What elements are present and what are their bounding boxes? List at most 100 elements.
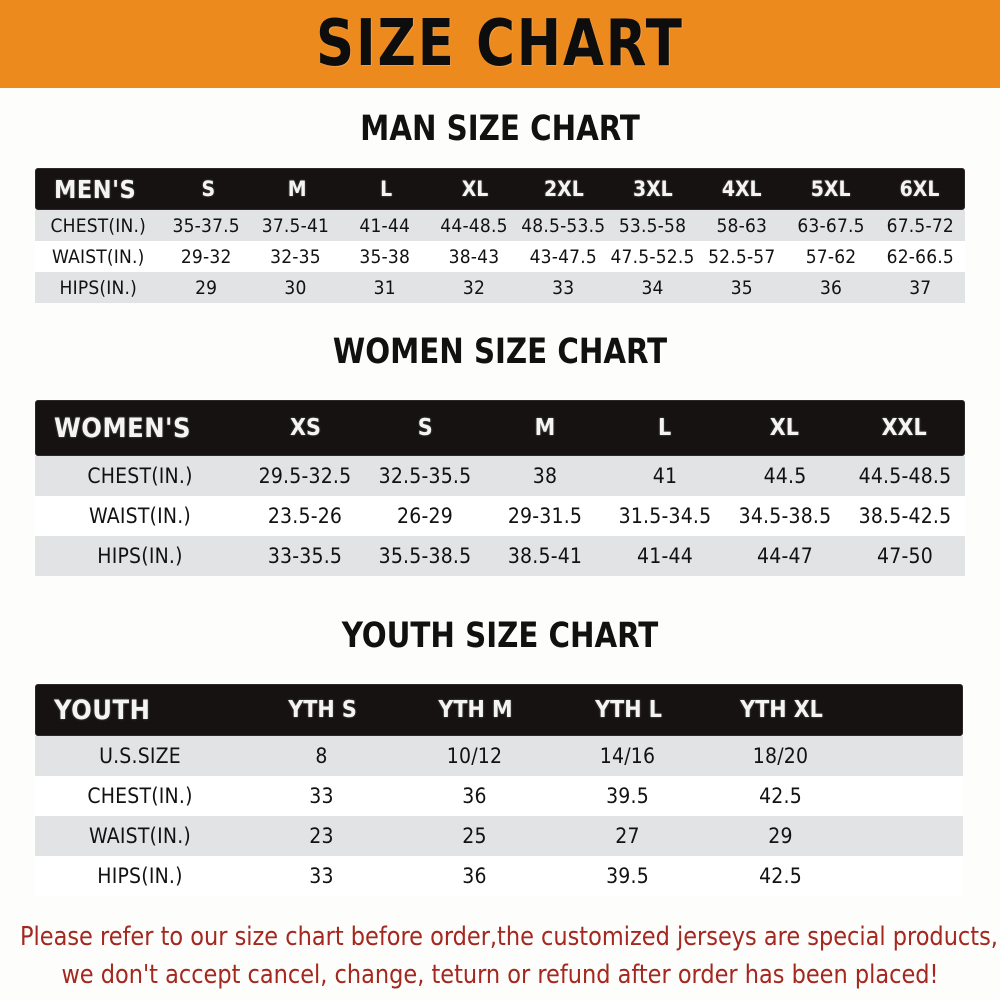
men-size-col-2: L: [380, 177, 393, 201]
table-row: WAIST(IN.) 23 25 27 29: [35, 816, 963, 856]
men-size-col-7: 5XL: [810, 177, 851, 201]
women-row-0-val-5: 44.5-48.5: [858, 464, 952, 488]
table-row: CHEST(IN.) 35-37.5 37.5-41 41-44 44-48.5…: [35, 210, 965, 241]
men-row-2-val-0: 29: [195, 276, 218, 299]
men-row-2-val-5: 34: [641, 276, 664, 299]
page-banner: SIZE CHART: [0, 0, 1000, 88]
youth-row-3-label: HIPS(IN.): [97, 864, 183, 888]
men-row-2-val-4: 33: [552, 276, 575, 299]
men-row-2-label: HIPS(IN.): [59, 276, 137, 299]
men-row-1-label: WAIST(IN.): [52, 245, 145, 268]
men-section-title: MAN SIZE CHART: [360, 109, 640, 149]
table-row: WAIST(IN.) 29-32 32-35 35-38 38-43 43-47…: [35, 241, 965, 272]
women-row-1-val-2: 29-31.5: [507, 504, 583, 528]
women-row-2-val-5: 47-50: [877, 544, 933, 568]
women-size-table: WOMEN'S XS S M L XL XXL CHEST(IN.) 29.5-…: [35, 400, 965, 576]
women-row-1-val-0: 23.5-26: [267, 504, 343, 528]
men-header-label: MEN'S: [54, 174, 137, 204]
table-row: U.S.SIZE 8 10/12 14/16 18/20: [35, 736, 963, 776]
women-header-label: WOMEN'S: [54, 412, 191, 444]
men-row-0-val-8: 67.5-72: [886, 214, 954, 237]
youth-section-title: YOUTH SIZE CHART: [341, 616, 659, 656]
men-row-2-val-7: 36: [819, 276, 843, 299]
youth-table-header-row: YOUTH YTH S YTH M YTH L YTH XL: [35, 684, 963, 736]
youth-row-2-val-3: 29: [768, 824, 793, 848]
youth-row-1-val-1: 36: [462, 784, 487, 808]
youth-row-1-val-0: 33: [309, 784, 334, 808]
men-row-1-val-6: 52.5-57: [708, 245, 776, 268]
men-row-1-val-7: 57-62: [805, 245, 857, 268]
men-size-col-5: 3XL: [632, 177, 673, 201]
order-notice: Please refer to our size chart before or…: [20, 918, 998, 994]
women-row-0-val-4: 44.5: [763, 464, 807, 488]
youth-row-3-val-3: 42.5: [759, 864, 802, 888]
women-row-1-val-3: 31.5-34.5: [618, 504, 712, 528]
women-row-0-val-3: 41: [652, 464, 678, 488]
men-row-0-val-5: 53.5-58: [618, 214, 687, 237]
youth-size-col-2: YTH L: [595, 697, 662, 723]
youth-size-col-3: YTH XL: [740, 697, 823, 723]
men-row-1-val-1: 32-35: [270, 245, 321, 268]
table-row: HIPS(IN.) 33 36 39.5 42.5: [35, 856, 963, 896]
women-row-2-val-1: 35.5-38.5: [378, 544, 472, 568]
men-row-0-label: CHEST(IN.): [50, 214, 147, 237]
order-notice-line-1: Please refer to our size chart before or…: [20, 922, 998, 952]
women-section-title: WOMEN SIZE CHART: [332, 332, 668, 372]
youth-row-2-val-0: 23: [309, 824, 334, 848]
women-row-1-val-5: 38.5-42.5: [858, 504, 952, 528]
men-row-1-val-8: 62-66.5: [886, 245, 954, 268]
youth-size-col-1: YTH M: [438, 697, 513, 723]
youth-row-3-val-0: 33: [309, 864, 334, 888]
women-size-col-3: L: [658, 415, 672, 441]
page-title: SIZE CHART: [316, 7, 684, 81]
men-size-col-4: 2XL: [544, 177, 584, 201]
table-row: HIPS(IN.) 29 30 31 32 33 34 35 36 37: [35, 272, 965, 303]
youth-row-1-val-2: 39.5: [606, 784, 649, 808]
men-size-table: MEN'S S M L XL 2XL 3XL 4XL 5XL 6XL CHEST…: [35, 168, 965, 303]
men-row-1-val-0: 29-32: [180, 245, 232, 268]
table-row: CHEST(IN.) 33 36 39.5 42.5: [35, 776, 963, 816]
men-row-1-val-3: 38-43: [448, 245, 500, 268]
men-row-0-val-7: 63-67.5: [797, 214, 865, 237]
men-row-1-val-4: 43-47.5: [529, 245, 597, 268]
table-row: CHEST(IN.) 29.5-32.5 32.5-35.5 38 41 44.…: [35, 456, 965, 496]
youth-row-0-val-2: 14/16: [599, 744, 656, 768]
men-row-0-val-0: 35-37.5: [172, 214, 240, 237]
women-size-col-1: S: [417, 415, 433, 441]
table-row: HIPS(IN.) 33-35.5 35.5-38.5 38.5-41 41-4…: [35, 536, 965, 576]
youth-row-3-val-1: 36: [462, 864, 487, 888]
youth-row-2-val-1: 25: [462, 824, 487, 848]
men-row-0-val-2: 41-44: [359, 214, 411, 237]
women-row-0-val-1: 32.5-35.5: [378, 464, 472, 488]
women-row-1-val-4: 34.5-38.5: [738, 504, 832, 528]
men-row-2-val-6: 35: [730, 276, 753, 299]
men-row-0-val-3: 44-48.5: [440, 214, 508, 237]
men-table-header-row: MEN'S S M L XL 2XL 3XL 4XL 5XL 6XL: [35, 168, 965, 210]
youth-size-col-0: YTH S: [288, 697, 357, 723]
women-row-2-val-3: 41-44: [637, 544, 693, 568]
youth-row-1-label: CHEST(IN.): [87, 784, 193, 808]
women-row-0-val-0: 29.5-32.5: [258, 464, 352, 488]
men-size-col-8: 6XL: [899, 177, 940, 201]
women-row-1-val-1: 26-29: [397, 504, 453, 528]
men-size-col-1: M: [287, 177, 307, 201]
youth-row-2-val-2: 27: [615, 824, 640, 848]
women-row-0-label: CHEST(IN.): [87, 464, 193, 488]
women-size-col-5: XXL: [881, 415, 927, 441]
men-row-2-val-1: 30: [284, 276, 307, 299]
women-row-2-val-0: 33-35.5: [267, 544, 343, 568]
men-row-2-val-2: 31: [373, 276, 396, 299]
men-size-col-6: 4XL: [721, 177, 762, 201]
women-size-col-0: XS: [290, 415, 321, 441]
women-row-1-label: WAIST(IN.): [89, 504, 191, 528]
youth-header-label: YOUTH: [54, 694, 151, 726]
men-row-2-val-3: 32: [462, 276, 486, 299]
table-row: WAIST(IN.) 23.5-26 26-29 29-31.5 31.5-34…: [35, 496, 965, 536]
youth-size-table: YOUTH YTH S YTH M YTH L YTH XL U.S.SIZE …: [35, 684, 963, 896]
men-size-col-0: S: [201, 177, 216, 201]
youth-row-0-label: U.S.SIZE: [99, 744, 181, 768]
men-row-1-val-2: 35-38: [359, 245, 411, 268]
men-row-0-val-1: 37.5-41: [261, 214, 330, 237]
women-row-2-val-2: 38.5-41: [507, 544, 583, 568]
women-size-col-4: XL: [769, 415, 799, 441]
